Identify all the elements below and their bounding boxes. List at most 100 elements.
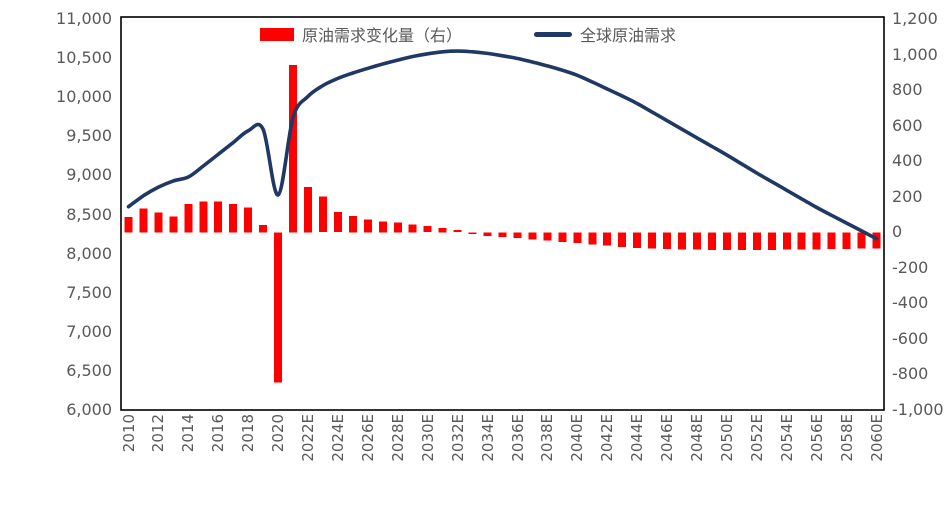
bar-2029: [408, 224, 417, 233]
bar-2034: [483, 232, 492, 236]
bar-2036: [513, 232, 522, 239]
bar-2031: [438, 228, 447, 233]
bar-2046: [663, 232, 672, 250]
bar-2037: [528, 232, 537, 240]
bar-2030: [423, 226, 432, 233]
bar-2041: [588, 232, 597, 245]
left-axis-tick: 6,500: [66, 360, 112, 380]
x-axis-label-2016: 2016: [209, 414, 228, 453]
line-series-swatch-icon: [534, 31, 573, 37]
bar-2032: [453, 230, 462, 233]
bar-2051: [737, 232, 746, 251]
bar-2054: [782, 232, 791, 250]
left-axis-tick: 7,500: [66, 282, 112, 302]
plot-border: [120, 16, 885, 411]
left-axis-tick: 6,000: [66, 400, 112, 419]
bar-2026: [363, 219, 372, 233]
x-axis-label-2042E: 2042E: [598, 414, 617, 462]
x-axis-label-2034E: 2034E: [478, 414, 497, 462]
right-axis-tick: 400: [892, 151, 923, 171]
bar-2038: [543, 232, 552, 241]
x-axis-label-2018: 2018: [239, 414, 258, 453]
bar-2024: [333, 211, 342, 233]
bar-2033: [468, 232, 477, 235]
x-axis-label-2026E: 2026E: [358, 414, 377, 462]
left-axis-tick: 8,500: [66, 204, 112, 224]
x-axis-label-2044E: 2044E: [628, 414, 647, 462]
bar-2059: [857, 232, 866, 249]
x-axis-label-2050E: 2050E: [717, 414, 736, 462]
x-axis-label-2056E: 2056E: [807, 414, 826, 462]
x-axis-label-2022E: 2022E: [299, 414, 317, 462]
bar-2044: [633, 232, 642, 248]
bar-2019: [259, 225, 268, 233]
x-axis-label-2058E: 2058E: [837, 414, 856, 462]
bar-2058: [842, 232, 851, 249]
bar-2050: [722, 232, 731, 251]
bar-2015: [199, 201, 208, 233]
bar-2011: [139, 208, 148, 233]
bar-2042: [603, 232, 612, 246]
right-axis-tick: 1,200: [892, 9, 938, 28]
x-axis-label-2020: 2020: [269, 414, 288, 453]
bar-2018: [244, 207, 253, 233]
bar-2049: [708, 232, 716, 250]
right-axis-tick: 0: [892, 222, 903, 242]
x-axis-label-2036E: 2036E: [508, 414, 527, 462]
x-axis-label-2054E: 2054E: [777, 414, 796, 462]
global-oil-demand-line: [126, 49, 879, 241]
bar-2023: [319, 196, 327, 233]
bar-2056: [812, 232, 821, 250]
bar-2027: [378, 221, 387, 233]
right-axis-tick: 600: [892, 115, 923, 135]
bar-2048: [693, 232, 701, 250]
right-axis-tick: 800: [892, 80, 923, 100]
bar-2017: [229, 204, 238, 233]
x-axis-label-2046E: 2046E: [658, 414, 677, 462]
legend-item-bar-series: 原油需求变化量（右）: [260, 22, 462, 46]
bar-2055: [797, 232, 806, 250]
bar-2016: [214, 201, 223, 233]
bar-2047: [678, 232, 686, 250]
left-axis-tick: 9,000: [66, 165, 112, 185]
x-axis-label-2040E: 2040E: [568, 414, 587, 462]
bar-2022: [304, 187, 312, 233]
bar-series-swatch-icon: [260, 27, 294, 41]
x-axis-label-2052E: 2052E: [747, 414, 766, 462]
x-axis-label-2032E: 2032E: [448, 414, 467, 462]
right-axis-tick: -200: [892, 257, 929, 277]
bar-2021: [289, 65, 297, 233]
left-axis-tick: 8,000: [66, 243, 112, 263]
x-axis-label-2060E: 2060E: [867, 414, 886, 462]
x-axis-label-2038E: 2038E: [538, 414, 557, 462]
bar-2043: [618, 232, 627, 247]
left-axis-tick: 11,000: [56, 9, 112, 28]
x-axis-label-2030E: 2030E: [418, 414, 437, 462]
x-axis-label-2014: 2014: [179, 414, 198, 453]
chart-legend: 原油需求变化量（右） 全球原油需求: [260, 22, 676, 46]
bar-2045: [648, 232, 657, 249]
bar-2025: [348, 215, 357, 233]
right-axis-tick: -600: [892, 328, 929, 348]
bar-2020: [274, 232, 283, 383]
bar-2013: [169, 216, 178, 233]
bar-2039: [558, 232, 567, 242]
right-axis-tick: 1,000: [892, 44, 938, 64]
x-axis-label-2028E: 2028E: [388, 414, 407, 462]
line-series-label: 全球原油需求: [580, 26, 677, 45]
left-axis-tick: 10,000: [56, 87, 112, 107]
x-axis-label-2010: 2010: [119, 414, 138, 453]
bar-series-label: 原油需求变化量（右）: [302, 26, 463, 45]
x-axis-label-2012: 2012: [149, 414, 168, 453]
x-axis-label-2024E: 2024E: [328, 414, 347, 462]
left-axis-tick: 9,500: [66, 126, 112, 146]
bar-2014: [184, 204, 193, 233]
bar-2052: [752, 232, 761, 251]
bar-2035: [498, 232, 507, 238]
bar-2012: [154, 212, 163, 233]
right-axis-tick: -1,000: [892, 400, 944, 419]
bar-2010: [124, 217, 133, 233]
right-axis-tick: 200: [892, 186, 923, 206]
